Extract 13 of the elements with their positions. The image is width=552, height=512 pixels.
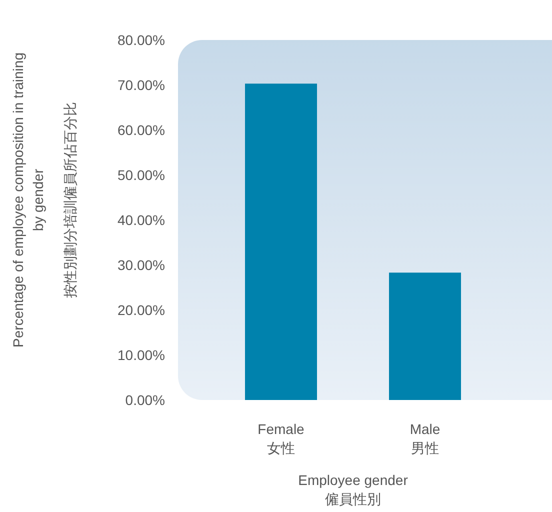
y-axis-title: Percentage of employee composition in training by gender 按性別劃分培訓僱員所佔百分比 <box>10 52 78 348</box>
y-tick-label: 50.00% <box>118 167 165 183</box>
y-tick-label: 20.00% <box>118 302 165 318</box>
y-tick-label: 60.00% <box>118 122 165 138</box>
y-tick-label: 0.00% <box>125 392 165 408</box>
y-tick-label: 10.00% <box>118 347 165 363</box>
x-axis-title: Employee gender 僱員性別 <box>298 472 408 507</box>
x-tick-label: Male 男性 <box>410 421 440 456</box>
y-tick-label: 70.00% <box>118 77 165 93</box>
y-tick-label: 80.00% <box>118 32 165 48</box>
x-tick-label: Female 女性 <box>258 421 305 456</box>
y-tick-label: 30.00% <box>118 257 165 273</box>
y-tick-label: 40.00% <box>118 212 165 228</box>
